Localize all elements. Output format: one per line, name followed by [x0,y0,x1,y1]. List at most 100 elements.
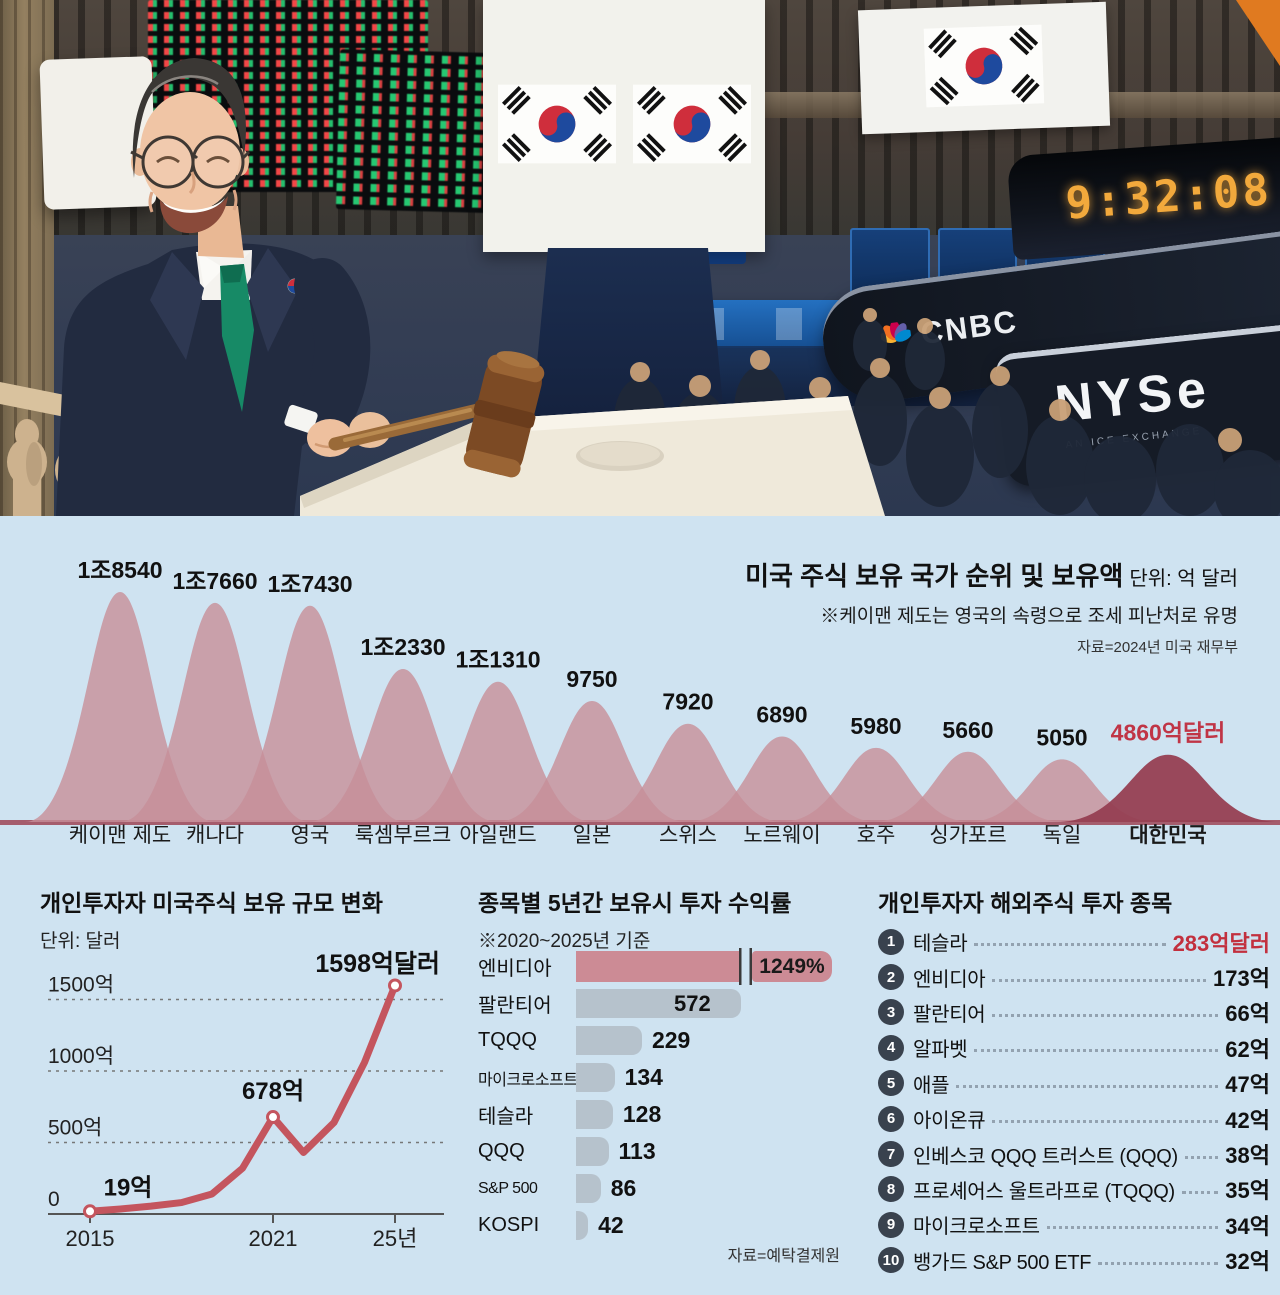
dotted-leader [974,943,1166,947]
bar-value: 42 [598,1212,624,1238]
bar [576,1211,589,1240]
bar-row: KOSPI 42 [478,1207,868,1244]
ranking-row: 8 프로셰어스 울트라프로 (TQQQ) 35억 [878,1172,1270,1207]
bar-chart-source: 자료=예탁결제원 [727,1248,840,1265]
rank-badge: 6 [878,1105,904,1132]
stock-value: 32억 [1225,1249,1270,1275]
ranking-row: 3 팔란티어 66억 [878,995,1270,1030]
korean-flag-icon [497,84,616,169]
gavel [328,351,545,478]
dotted-leader [1046,1226,1219,1230]
country-label-7: 노르웨이 [743,824,820,845]
bar [576,1137,609,1166]
bar-area: 229 [576,1026,868,1055]
bar-chart-panel: 종목별 5년간 보유시 투자 수익률 ※2020~2025년 기준 엔비디아 12… [478,884,868,1284]
stock-value: 173억 [1213,966,1270,992]
ranking-row: 9 마이크로소프트 34억 [878,1207,1270,1242]
bar-row: TQQQ 229 [478,1022,868,1059]
stock-value: 283억달러 [1172,930,1270,956]
bar-row: QQQ 113 [478,1133,868,1170]
baseline [0,820,1280,825]
korean-flag-banner-right [857,1,1111,135]
stock-value: 35억 [1225,1178,1270,1204]
dotted-leader [992,1013,1219,1017]
dotted-leader [974,1049,1219,1053]
bar-row: 테슬라 128 [478,1096,868,1133]
stock-name: 팔란티어 [913,1003,986,1026]
stock-name: 프로셰어스 울트라프로 (TQQQ) [913,1180,1175,1203]
peak-value-label-10: 5050 [1036,724,1087,750]
y-tick-label: 1000억 [48,1045,114,1068]
ranking-rows: 1 테슬라 283억달러 2 엔비디아 173억 3 팔란티어 66억 4 알파벳 62억 5 애플 47억… [878,924,1270,1278]
bar-row: 마이크로소프트 134 [478,1059,868,1096]
peak-value-label-5: 9750 [566,666,617,692]
bar-chart-note: ※2020~2025년 기준 [478,931,651,952]
rank-badge: 3 [878,999,904,1026]
stock-value: 42억 [1225,1107,1270,1133]
bar-row: 엔비디아 1249% [478,948,868,985]
bar-area: 86 [576,1174,868,1203]
peak-11 [1056,754,1280,822]
cnbc-peacock-icon [879,320,912,343]
peak-value-label-7: 6890 [756,702,807,728]
rank-badge: 8 [878,1176,904,1203]
stock-value: 34억 [1225,1213,1270,1239]
peak-value-label-11: 4860억달러 [1111,720,1226,746]
bar: 572 [576,989,741,1018]
country-label-3: 룩셈부르크 [355,824,452,845]
bar-category-label: S&P 500 [478,1179,538,1197]
country-label-8: 호주 [857,824,896,845]
ranking-row: 6 아이온큐 42억 [878,1101,1270,1136]
ranking-panel: 개인투자자 해외주식 투자 종목 1 테슬라 283억달러 2 엔비디아 173억 3 팔란티… [878,884,1270,1294]
bar-value: 86 [610,1175,637,1201]
peaks-chart-title: 미국 주식 보유 국가 순위 및 보유액 [745,561,1124,591]
rank-badge: 10 [878,1247,904,1274]
peaks-chart-unit: 단위: 억 달러 [1129,568,1238,590]
data-point-marker [388,978,402,993]
line-chart-title: 개인투자자 미국주식 보유 규모 변화 [40,890,383,916]
country-label-0: 케이맨 제도 [69,824,171,845]
ranking-row: 2 엔비디아 173억 [878,959,1270,994]
peaks-chart-source: 자료=2024년 미국 재무부 [1077,639,1238,656]
rank-badge: 1 [878,928,904,955]
peaks-chart-title-block: 미국 주식 보유 국가 순위 및 보유액 단위: 억 달러 ※케이맨 제도는 영국… [745,556,1238,657]
peak-value-label-1: 1조7660 [172,568,257,594]
bar-row: 팔란티어 572 [478,985,868,1022]
stock-value: 62억 [1225,1036,1270,1062]
man-ringing-bell [56,58,545,516]
peak-value-label-0: 1조8540 [77,557,162,583]
korean-flag-icon [923,23,1045,112]
photo-nyse-opening-bell: kt 9:32:08 [0,0,1280,516]
bar-category-label: 테슬라 [478,1106,534,1128]
bar-category-label: TQQQ [478,1029,537,1051]
dotted-leader [992,978,1207,982]
peak-value-label-3: 1조2330 [360,634,445,660]
cnbc-banner: CNBC [816,224,1280,409]
ranking-row: 10 뱅가드 S&P 500 ETF 32억 [878,1243,1270,1278]
ranking-row: 4 알파벳 62억 [878,1030,1270,1065]
bar [576,1174,601,1203]
line-chart-panel: 개인투자자 미국주식 보유 규모 변화 단위: 달러 1598억달러 1500억… [40,884,450,1284]
x-tick-label: 2015 [66,1226,115,1251]
dotted-leader [1184,1155,1219,1159]
country-holdings-peaks-chart: 1조8540 케이맨 제도 1조7660 캐나다 1조7430 영국 1조2330 룩셈부르크… [0,557,1280,845]
korean-flag-icon [632,84,751,169]
stock-value: 47억 [1225,1072,1270,1098]
peak-value-label-6: 7920 [662,689,713,715]
country-label-1: 캐나다 [186,824,244,845]
bar [576,1100,613,1129]
bar-value: 128 [622,1101,662,1127]
stock-name: 아이온큐 [913,1110,986,1133]
dotted-leader [992,1120,1219,1124]
y-tick-label: 500억 [48,1117,102,1140]
data-point-marker [266,1110,280,1125]
bar-value: 134 [624,1064,663,1090]
line-final-value-label: 1598억달러 [315,950,440,978]
photo-foreground [0,58,1280,516]
line-chart-unit: 단위: 달러 [40,931,121,952]
stock-name: 인베스코 QQQ 트러스트 (QQQ) [913,1145,1178,1168]
ranking-title: 개인투자자 해외주식 투자 종목 [878,890,1173,916]
country-label-4: 아일랜드 [459,824,536,845]
stock-value: 66억 [1225,1001,1270,1027]
